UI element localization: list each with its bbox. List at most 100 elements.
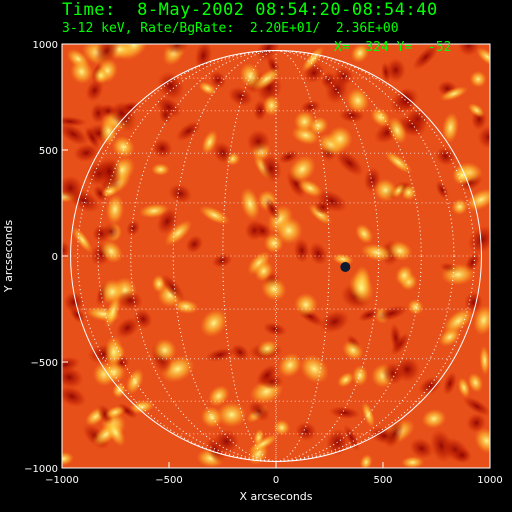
bright-patch — [277, 352, 303, 378]
dark-patch — [93, 44, 120, 66]
bright-patch — [164, 219, 193, 246]
dark-patch — [457, 44, 480, 57]
dark-patch — [385, 57, 406, 83]
dark-patch — [435, 146, 456, 167]
dark-patch — [308, 241, 328, 266]
bright-patch — [200, 406, 223, 429]
dark-patch — [278, 149, 299, 164]
bright-patch — [457, 377, 471, 398]
bright-patch — [351, 364, 369, 387]
dark-patch — [262, 322, 288, 337]
y-tick-label: −1000 — [24, 464, 58, 475]
dark-patch — [115, 316, 140, 339]
bright-patch — [479, 345, 490, 376]
dark-patch — [246, 129, 271, 154]
bright-patch — [99, 240, 123, 264]
bright-patch — [252, 67, 282, 91]
dark-patch — [409, 437, 435, 460]
dark-patch — [247, 400, 271, 422]
x-tick-label: 0 — [273, 475, 279, 486]
dark-patch — [293, 238, 311, 264]
bright-patch — [370, 107, 391, 127]
bright-patch — [395, 265, 414, 286]
bright-patch — [288, 155, 316, 184]
dark-patch — [294, 421, 318, 442]
dark-patch — [151, 138, 173, 159]
dark-patch — [69, 306, 86, 324]
x-axis-label: X arcseconds — [239, 490, 312, 503]
bright-patch — [473, 304, 490, 336]
y-tick-label: 0 — [52, 252, 58, 263]
bright-patch — [384, 150, 413, 174]
time-range-label: Time: 8-May-2002 08:54:20-08:54:40 — [62, 0, 438, 20]
bright-patch — [261, 276, 287, 302]
intensity-map — [62, 44, 490, 468]
bright-patch — [468, 103, 486, 118]
bright-patch — [360, 243, 394, 262]
bright-patch — [451, 198, 469, 215]
dark-patch — [62, 385, 87, 408]
dark-patch — [125, 219, 141, 237]
dark-patch — [255, 44, 281, 63]
bright-patch — [128, 399, 155, 414]
dark-patch — [374, 304, 409, 322]
dark-patch — [62, 122, 89, 146]
bright-patch — [104, 295, 121, 329]
bright-patch — [440, 86, 468, 102]
bright-patch — [440, 263, 476, 286]
bright-patch — [92, 67, 109, 84]
bright-patch — [152, 338, 177, 363]
bright-patch — [111, 135, 135, 159]
dark-patch — [102, 223, 120, 240]
dark-patch — [300, 100, 322, 114]
bright-core — [263, 233, 284, 254]
dark-patch — [212, 141, 234, 165]
bright-patch — [348, 271, 374, 305]
bright-patch — [70, 59, 94, 85]
bright-patch — [443, 307, 474, 335]
y-tick-label: −500 — [31, 358, 58, 369]
dark-patch — [194, 44, 213, 71]
x-tick-label: 1000 — [477, 475, 502, 486]
bright-patch — [125, 368, 144, 395]
dark-patch — [315, 189, 349, 213]
cursor-xy-readout: X= 324 Y= -52 — [334, 40, 452, 55]
bright-patch — [102, 361, 126, 384]
dark-patch — [62, 175, 84, 202]
bright-patch — [104, 405, 126, 420]
bright-patch — [72, 226, 93, 253]
bright-core — [400, 184, 417, 201]
dark-patch — [464, 291, 484, 314]
dark-patch — [73, 143, 100, 163]
bright-patch — [421, 408, 447, 429]
dark-patch — [204, 347, 236, 362]
dark-patch — [477, 125, 490, 150]
bright-patch — [350, 44, 370, 63]
bright-patch — [465, 188, 490, 212]
x-tick-label: −500 — [155, 475, 182, 486]
dark-patch — [175, 120, 202, 142]
bright-patch — [442, 112, 459, 144]
bright-patch — [308, 116, 329, 135]
bright-patch — [112, 382, 127, 399]
dark-patch — [97, 157, 122, 186]
dark-patch — [389, 322, 403, 354]
dark-patch — [84, 126, 101, 150]
bright-patch — [254, 260, 274, 282]
bright-patch — [342, 340, 364, 361]
dark-patch — [230, 343, 250, 361]
bright-patch — [355, 223, 374, 244]
dark-patch — [435, 180, 449, 200]
dark-patch — [384, 418, 405, 449]
dark-patch — [85, 78, 104, 103]
x-tick-label: −1000 — [45, 475, 79, 486]
dark-patch — [357, 308, 380, 322]
x-tick-label: 500 — [373, 475, 392, 486]
dark-patch — [116, 290, 144, 311]
dark-patch — [328, 406, 361, 420]
dark-patch — [227, 86, 254, 107]
dark-patch — [211, 253, 233, 269]
dark-patch — [160, 274, 186, 302]
bright-patch — [101, 185, 119, 198]
bright-patch — [387, 116, 408, 145]
